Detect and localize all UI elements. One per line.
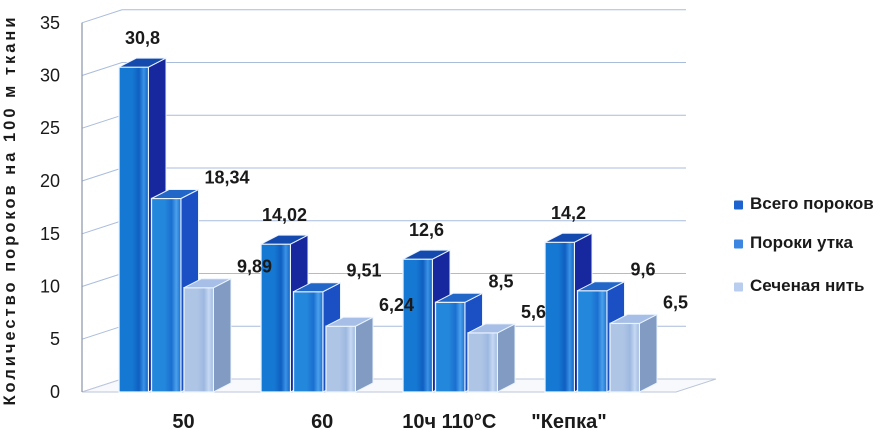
svg-text:Всего пороков: Всего пороков — [750, 194, 874, 213]
svg-text:8,5: 8,5 — [489, 271, 514, 291]
svg-text:20: 20 — [40, 171, 60, 191]
svg-text:18,34: 18,34 — [205, 168, 250, 188]
svg-text:30,8: 30,8 — [125, 28, 160, 48]
svg-text:6,24: 6,24 — [379, 295, 414, 315]
svg-text:14,2: 14,2 — [551, 203, 586, 223]
svg-text:Пороки утка: Пороки утка — [750, 233, 854, 252]
svg-text:9,6: 9,6 — [631, 260, 656, 280]
svg-text:Сеченая нить: Сеченая нить — [750, 276, 865, 295]
svg-text:50: 50 — [172, 411, 194, 433]
svg-text:5,6: 5,6 — [521, 302, 546, 322]
svg-text:15: 15 — [40, 224, 60, 244]
svg-text:5: 5 — [50, 329, 60, 349]
svg-text:9,51: 9,51 — [347, 261, 382, 281]
svg-text:35: 35 — [40, 13, 60, 33]
svg-text:25: 25 — [40, 118, 60, 138]
svg-text:60: 60 — [311, 411, 333, 433]
svg-text:10ч 110°C: 10ч 110°C — [402, 411, 496, 433]
svg-text:10: 10 — [40, 277, 60, 297]
svg-text:12,6: 12,6 — [409, 220, 444, 240]
svg-text:Количество пороков на 100 м тк: Количество пороков на 100 м ткани — [1, 14, 19, 405]
svg-text:0: 0 — [50, 382, 60, 402]
svg-text:9,89: 9,89 — [237, 257, 272, 277]
svg-text:14,02: 14,02 — [262, 205, 307, 225]
svg-text:6,5: 6,5 — [663, 292, 688, 312]
svg-text:"Кепка": "Кепка" — [531, 411, 607, 433]
svg-text:30: 30 — [40, 66, 60, 86]
